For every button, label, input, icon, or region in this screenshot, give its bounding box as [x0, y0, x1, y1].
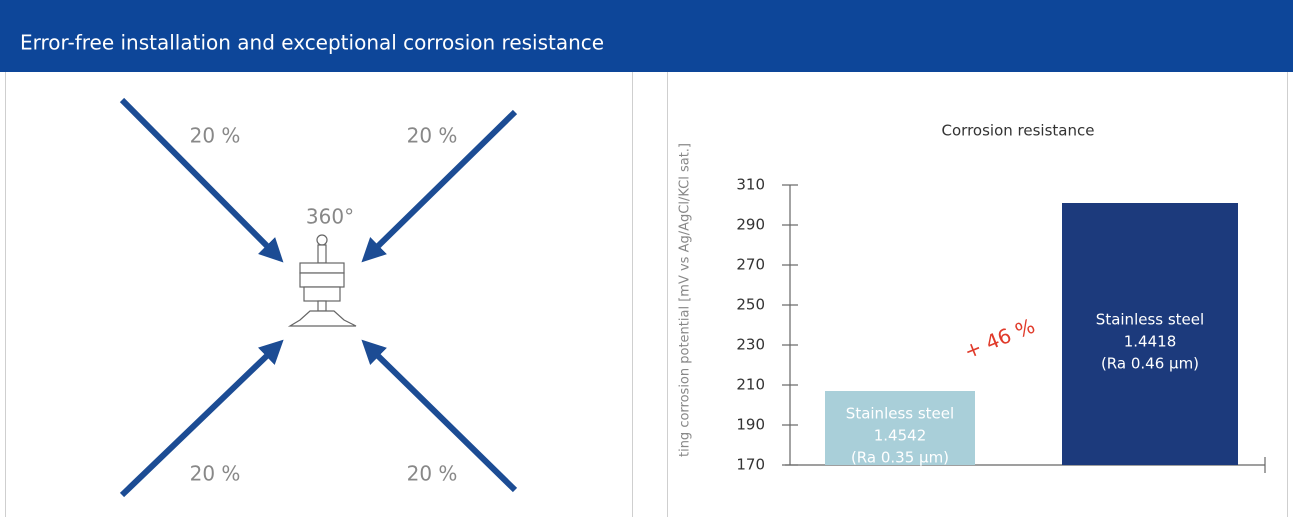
- diagram-labels: 20 % 20 % 20 % 20 % 360°: [190, 124, 458, 486]
- annotation: + 46 %: [961, 314, 1039, 364]
- y-tick-label: 230: [736, 336, 765, 354]
- arrow-label: 20 %: [190, 124, 241, 148]
- header-bar: [0, 0, 1293, 72]
- y-tick-label: 270: [736, 256, 765, 274]
- bar-label: 1.4542: [874, 427, 927, 445]
- bar: [1062, 203, 1238, 465]
- y-tick-label: 170: [736, 456, 765, 474]
- bar-label: (Ra 0.46 µm): [1101, 355, 1199, 373]
- bar-label: 1.4418: [1124, 333, 1177, 351]
- bar: [825, 391, 975, 465]
- arrow-label: 20 %: [407, 124, 458, 148]
- device-icon: [287, 234, 357, 327]
- chart-title: Corrosion resistance: [942, 122, 1095, 140]
- header-title: Error-free installation and exceptional …: [20, 31, 604, 55]
- bar-label: (Ra 0.35 µm): [851, 449, 949, 467]
- y-tick-label: 250: [736, 296, 765, 314]
- panel-borders: [5, 72, 1288, 517]
- y-tick-label: 210: [736, 376, 765, 394]
- bar-label: Stainless steel: [846, 405, 954, 423]
- y-tick-label: 190: [736, 416, 765, 434]
- y-tick-label: 310: [736, 176, 765, 194]
- y-tick-label: 290: [736, 216, 765, 234]
- arrows: [119, 97, 518, 498]
- arrow-label: 20 %: [407, 462, 458, 486]
- arrow-label: 20 %: [190, 462, 241, 486]
- y-axis-label: ting corrosion potential [mV vs Ag/AgCl/…: [678, 143, 693, 457]
- bar-label: Stainless steel: [1096, 311, 1204, 329]
- center-label: 360°: [306, 205, 354, 229]
